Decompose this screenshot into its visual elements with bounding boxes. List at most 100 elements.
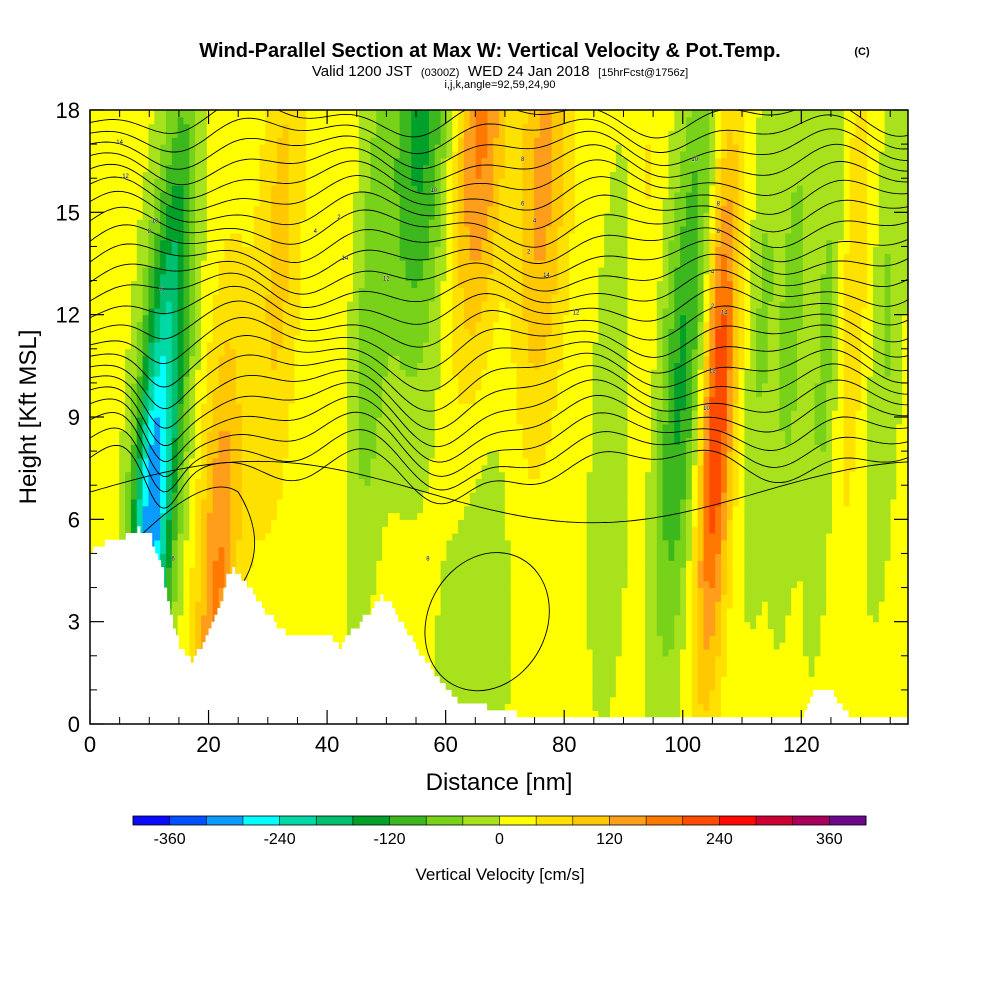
velocity-cell — [557, 601, 564, 609]
velocity-cell — [288, 478, 296, 486]
velocity-cell — [352, 587, 360, 595]
velocity-cell — [849, 608, 857, 616]
velocity-cell — [569, 587, 576, 595]
velocity-cell — [726, 608, 734, 616]
velocity-cell — [183, 532, 190, 541]
velocity-cell — [861, 580, 868, 589]
velocity-cell — [393, 546, 401, 555]
velocity-cell — [154, 532, 161, 541]
velocity-cell — [387, 519, 395, 527]
velocity-cell — [639, 519, 646, 527]
velocity-cell — [855, 628, 862, 636]
velocity-cell — [487, 676, 494, 684]
velocity-cell — [405, 621, 412, 630]
velocity-cell — [528, 635, 535, 643]
velocity-cell — [808, 635, 816, 643]
velocity-cell — [837, 539, 845, 548]
velocity-cell — [580, 526, 588, 534]
velocity-cell — [744, 539, 751, 548]
velocity-cell — [411, 567, 418, 575]
velocity-cell — [165, 546, 173, 555]
velocity-cell — [539, 696, 547, 705]
velocity-cell — [493, 519, 500, 527]
velocity-cell — [761, 621, 769, 630]
velocity-cell — [405, 608, 412, 616]
velocity-cell — [458, 553, 465, 561]
velocity-cell — [475, 683, 483, 691]
velocity-cell — [849, 662, 857, 671]
velocity-cell — [738, 642, 745, 650]
velocity-cell — [650, 703, 658, 711]
velocity-cell — [703, 519, 710, 527]
velocity-cell — [767, 608, 775, 616]
velocity-cell — [668, 608, 675, 616]
velocity-cell — [487, 642, 494, 650]
velocity-cell — [504, 594, 512, 602]
velocity-cell — [171, 567, 179, 575]
velocity-cell — [452, 628, 459, 636]
velocity-cell — [703, 553, 710, 561]
velocity-cell — [592, 608, 599, 616]
velocity-cell — [534, 594, 541, 602]
velocity-cell — [95, 485, 103, 493]
velocity-cell — [300, 539, 307, 548]
velocity-cell — [306, 621, 313, 630]
velocity-cell — [119, 532, 126, 541]
velocity-cell — [183, 512, 190, 520]
velocity-cell — [650, 621, 658, 630]
velocity-cell — [499, 526, 506, 534]
velocity-cell — [423, 621, 430, 630]
velocity-cell — [890, 683, 897, 691]
velocity-cell — [352, 608, 360, 616]
velocity-cell — [493, 505, 500, 514]
velocity-cell — [539, 601, 547, 609]
velocity-cell — [604, 519, 611, 527]
velocity-cell — [586, 505, 594, 514]
velocity-cell — [177, 594, 185, 602]
velocity-cell — [680, 689, 687, 698]
velocity-cell — [504, 614, 512, 623]
velocity-cell — [843, 526, 851, 534]
velocity-cell — [773, 567, 781, 575]
velocity-cell — [598, 526, 605, 534]
velocity-cell — [282, 539, 290, 548]
velocity-cell — [633, 703, 640, 711]
velocity-cell — [312, 505, 319, 514]
velocity-cell — [592, 655, 599, 664]
velocity-cell — [756, 580, 763, 589]
velocity-cell — [516, 526, 523, 534]
velocity-cell — [726, 676, 734, 684]
velocity-cell — [843, 560, 851, 568]
velocity-cell — [580, 505, 588, 514]
chart-title: Wind-Parallel Section at Max W: Vertical… — [199, 40, 780, 62]
velocity-cell — [177, 601, 185, 609]
velocity-cell — [639, 485, 646, 493]
velocity-cell — [674, 608, 681, 616]
velocity-cell — [317, 498, 325, 507]
velocity-cell — [832, 573, 839, 582]
velocity-cell — [551, 492, 559, 500]
velocity-cell — [364, 512, 372, 520]
velocity-cell — [528, 492, 535, 500]
velocity-cell — [183, 635, 190, 643]
velocity-cell — [218, 526, 225, 534]
velocity-cell — [767, 532, 775, 541]
velocity-cell — [715, 519, 722, 527]
velocity-cell — [95, 478, 103, 486]
velocity-cell — [580, 478, 588, 486]
velocity-cell — [592, 703, 599, 711]
velocity-cell — [411, 614, 418, 623]
velocity-cell — [598, 478, 605, 486]
velocity-cell — [370, 573, 377, 582]
velocity-cell — [580, 710, 588, 718]
velocity-cell — [306, 614, 313, 623]
velocity-cell — [534, 492, 541, 500]
velocity-cell — [872, 553, 880, 561]
velocity-cell — [785, 601, 792, 609]
velocity-cell — [668, 532, 675, 541]
velocity-cell — [253, 519, 261, 527]
velocity-cell — [645, 689, 652, 698]
velocity-cell — [195, 532, 202, 541]
velocity-cell — [767, 573, 775, 582]
velocity-cell — [206, 594, 214, 602]
